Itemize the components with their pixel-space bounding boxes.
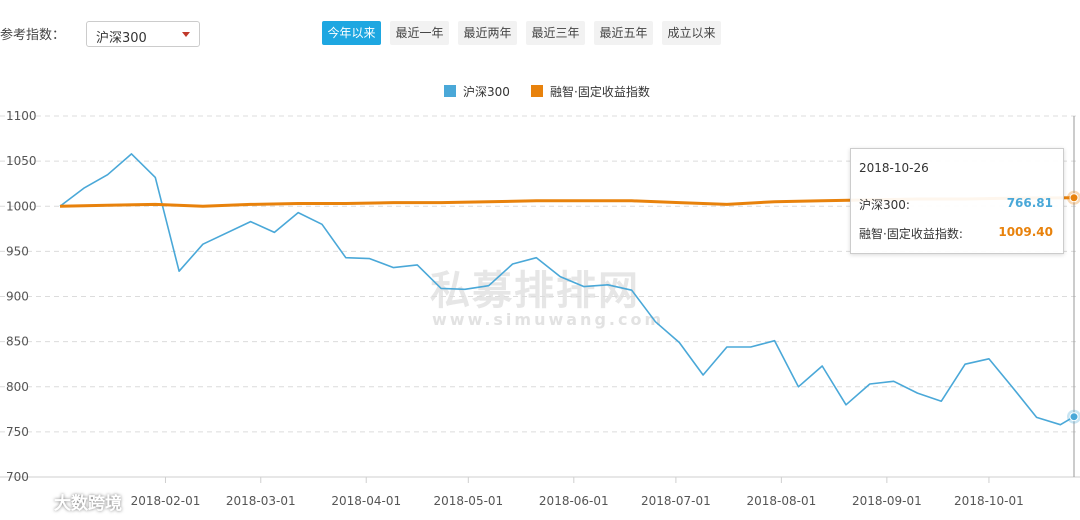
watermark-url: www.simuwang.com [432, 310, 665, 329]
tab-ytd[interactable]: 今年以来 [322, 21, 381, 45]
y-tick-label: 900 [6, 290, 29, 304]
x-tick-label: 2018-03-01 [226, 494, 296, 508]
tooltip-value-fixed-income: 1009.40 [998, 225, 1053, 239]
x-tick-label: 2018-07-01 [641, 494, 711, 508]
chart-tooltip: 2018-10-26 沪深300: 766.81 融智·固定收益指数: 1009… [850, 148, 1064, 254]
tooltip-date: 2018-10-26 [859, 161, 929, 175]
x-tick-label: 2018-06-01 [539, 494, 609, 508]
tooltip-label-fixed-income: 融智·固定收益指数: [859, 227, 963, 241]
chevron-down-icon [182, 32, 190, 37]
series-line-hs300 [59, 153, 1075, 426]
legend-label-hs300: 沪深300 [463, 85, 510, 99]
tab-3y[interactable]: 最近三年 [526, 21, 585, 45]
reference-index-value: 沪深300 [96, 31, 147, 46]
y-tick-label: 950 [6, 244, 29, 258]
tooltip-label-hs300: 沪深300: [859, 198, 910, 212]
tab-2y[interactable]: 最近两年 [458, 21, 517, 45]
legend-swatch-fixed-income [531, 85, 543, 97]
y-tick-label: 800 [6, 380, 29, 394]
reference-index-select[interactable]: 沪深300 [86, 21, 200, 47]
y-tick-label: 1000 [6, 199, 37, 213]
y-tick-label: 750 [6, 425, 29, 439]
x-tick-label: 2018-08-01 [746, 494, 816, 508]
watermark-logo: 私募排排网 [430, 268, 640, 314]
legend-swatch-hs300 [444, 85, 456, 97]
tab-1y[interactable]: 最近一年 [390, 21, 449, 45]
y-tick-label: 700 [6, 470, 29, 484]
legend-label-fixed-income: 融智·固定收益指数 [550, 85, 650, 99]
source-badge-text: 大数跨境 [54, 494, 122, 514]
wechat-icon [11, 491, 41, 510]
y-tick-label: 1050 [6, 154, 37, 168]
reference-index-label: 参考指数： [0, 28, 66, 43]
x-tick-label: 2018-05-01 [433, 494, 503, 508]
x-tick-label: 2018-02-01 [131, 494, 201, 508]
hover-point-hs300 [1069, 412, 1079, 422]
hover-point-fixed-income [1069, 193, 1079, 203]
y-axis: 700 750 800 850 900 950 1000 1050 1100 [6, 109, 37, 484]
tooltip-value-hs300: 766.81 [1006, 196, 1053, 210]
tab-5y[interactable]: 最近五年 [594, 21, 653, 45]
y-tick-label: 1100 [6, 109, 37, 123]
x-axis: 2018-02-01 2018-03-01 2018-04-01 2018-05-01… [131, 477, 1024, 508]
x-tick-label: 2018-10-01 [954, 494, 1024, 508]
x-tick-label: 2018-04-01 [331, 494, 401, 508]
x-tick-label: 2018-09-01 [852, 494, 922, 508]
y-tick-label: 850 [6, 335, 29, 349]
tab-since-inception[interactable]: 成立以来 [662, 21, 721, 45]
